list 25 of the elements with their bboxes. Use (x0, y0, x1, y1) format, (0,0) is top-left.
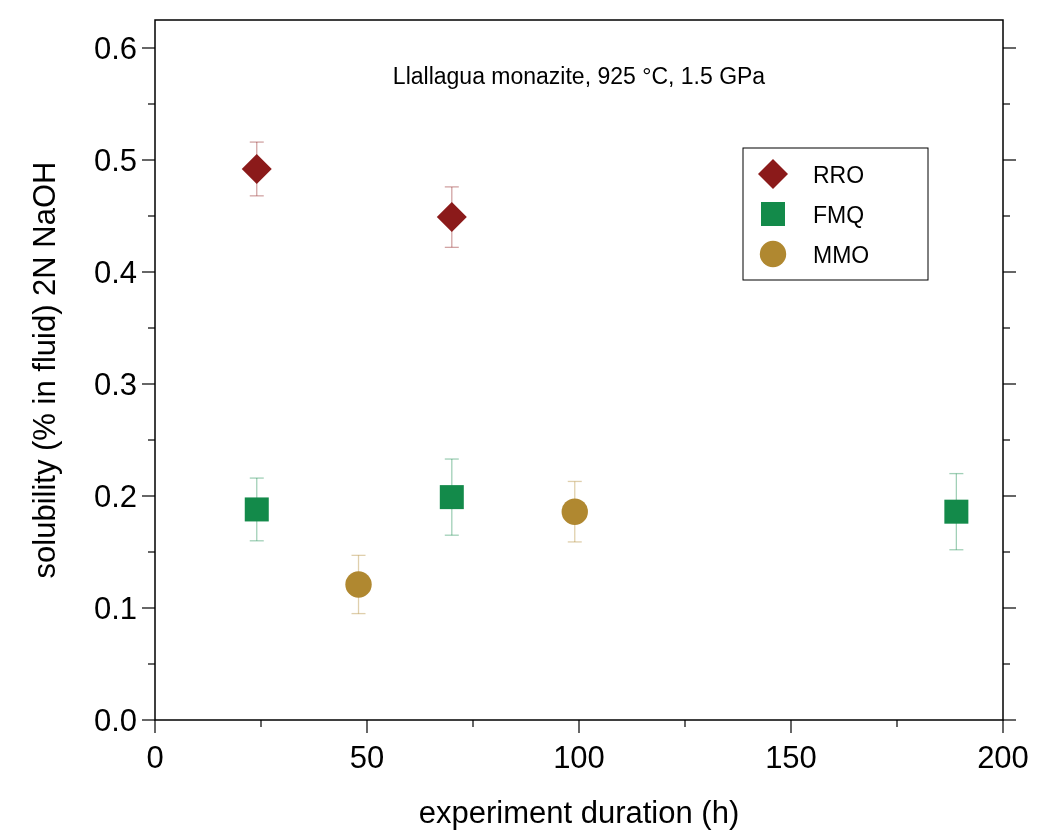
point (561, 498, 588, 525)
legend-label: RRO (813, 162, 865, 188)
y-tick-label: 0.6 (93, 31, 137, 66)
point (436, 202, 467, 233)
y-tick-label: 0.0 (93, 703, 137, 738)
x-tick-label: 200 (977, 740, 1029, 775)
y-tick-label: 0.2 (93, 479, 137, 514)
x-tick-label: 150 (765, 740, 817, 775)
y-tick-label: 0.1 (93, 591, 137, 626)
point (244, 497, 269, 522)
legend-label: MMO (813, 242, 870, 268)
x-tick-label: 50 (349, 740, 385, 775)
y-tick-label: 0.3 (93, 367, 137, 402)
y-axis-title: solubility (% in fluid) 2N NaOH (27, 161, 62, 579)
point (439, 485, 464, 510)
point (944, 499, 969, 524)
x-axis-title: experiment duration (h) (418, 795, 740, 830)
y-tick-label: 0.5 (93, 143, 137, 178)
point (345, 571, 372, 598)
annotation: Llallagua monazite, 925 °C, 1.5 GPa (392, 63, 766, 89)
x-tick-label: 100 (553, 740, 605, 775)
x-tick-label: 0 (146, 740, 164, 775)
y-tick-label: 0.4 (93, 255, 137, 290)
legend-label: FMQ (813, 202, 865, 228)
point (241, 153, 272, 184)
